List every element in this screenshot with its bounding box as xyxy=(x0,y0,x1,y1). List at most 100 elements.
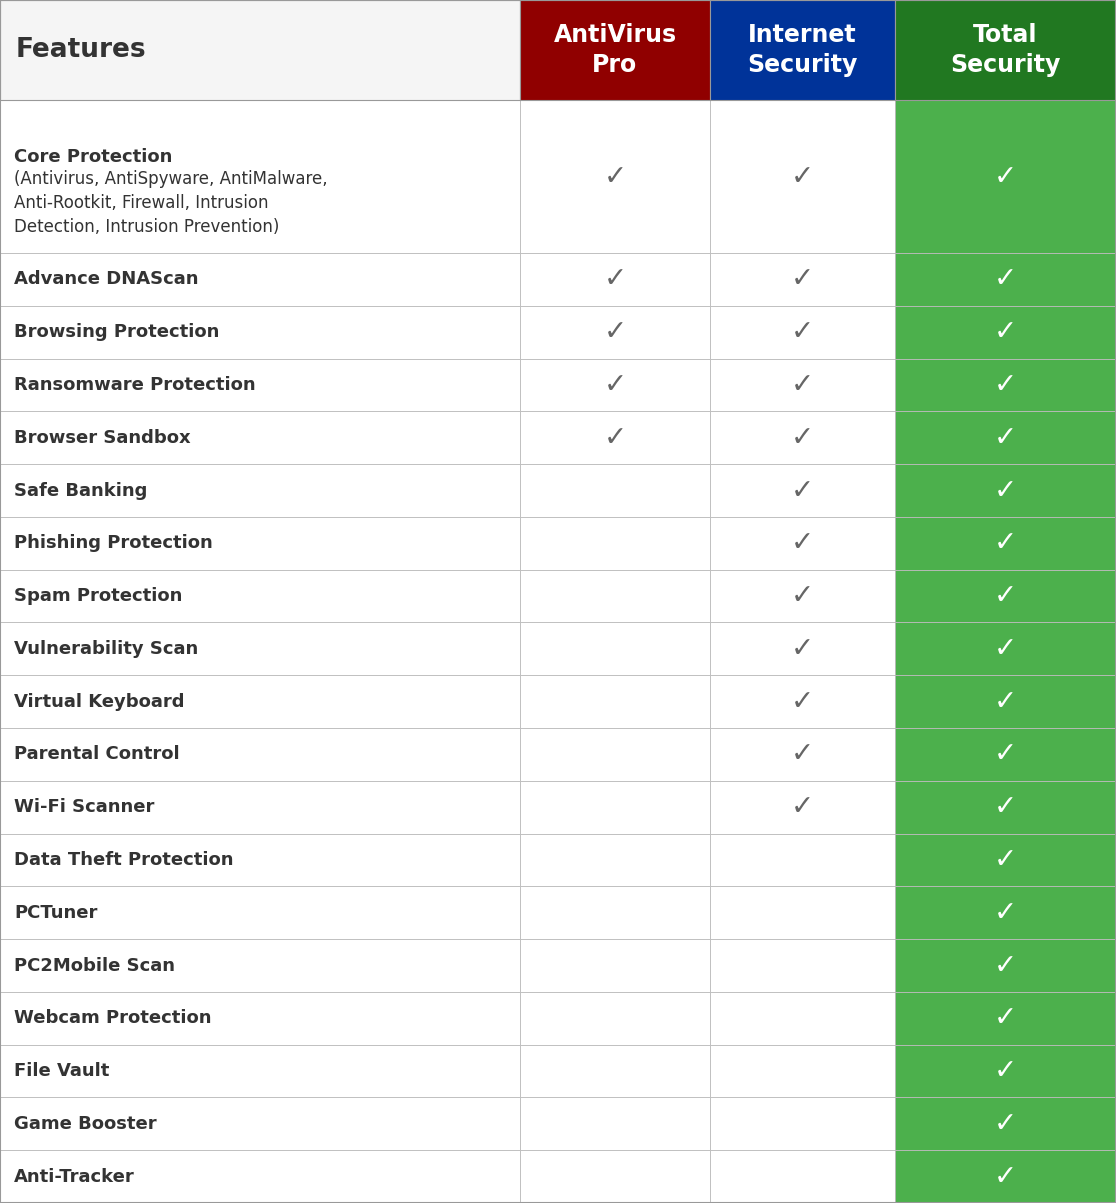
Bar xyxy=(520,411,710,464)
Bar xyxy=(895,992,1116,1044)
Text: Browsing Protection: Browsing Protection xyxy=(15,324,220,342)
Bar xyxy=(895,940,1116,992)
Bar xyxy=(520,517,710,570)
Bar xyxy=(895,517,1116,570)
Bar xyxy=(895,358,1116,411)
Bar xyxy=(520,728,710,781)
Text: Browser Sandbox: Browser Sandbox xyxy=(15,428,191,446)
Bar xyxy=(520,1044,710,1097)
Text: Vulnerability Scan: Vulnerability Scan xyxy=(15,640,199,658)
Text: ✓: ✓ xyxy=(791,740,815,769)
Bar xyxy=(520,887,710,940)
Text: ✓: ✓ xyxy=(791,162,815,190)
Bar xyxy=(710,992,895,1044)
Text: ✓: ✓ xyxy=(994,1110,1017,1138)
Bar xyxy=(520,1150,710,1203)
Bar xyxy=(710,411,895,464)
Text: Webcam Protection: Webcam Protection xyxy=(15,1009,212,1027)
Text: ✓: ✓ xyxy=(791,476,815,504)
Bar xyxy=(0,253,520,306)
Text: ✓: ✓ xyxy=(994,1162,1017,1191)
Text: Features: Features xyxy=(16,37,146,63)
Bar xyxy=(895,1150,1116,1203)
Text: Anti-Tracker: Anti-Tracker xyxy=(15,1168,135,1186)
Bar xyxy=(710,570,895,622)
Text: Total
Security: Total Security xyxy=(951,23,1060,77)
Text: Safe Banking: Safe Banking xyxy=(15,481,147,499)
Bar xyxy=(0,1150,520,1203)
Text: Game Booster: Game Booster xyxy=(15,1115,156,1133)
Bar xyxy=(0,1097,520,1150)
Bar xyxy=(710,306,895,358)
Text: ✓: ✓ xyxy=(791,266,815,294)
Bar xyxy=(895,464,1116,517)
Bar xyxy=(895,1097,1116,1150)
Bar xyxy=(0,728,520,781)
Text: ✓: ✓ xyxy=(994,162,1017,190)
Bar xyxy=(0,834,520,887)
Text: ✓: ✓ xyxy=(791,318,815,346)
Bar xyxy=(895,0,1116,100)
Bar xyxy=(895,887,1116,940)
Text: Wi-Fi Scanner: Wi-Fi Scanner xyxy=(15,798,154,816)
Bar xyxy=(710,781,895,834)
Bar xyxy=(520,1097,710,1150)
Text: ✓: ✓ xyxy=(791,529,815,557)
Text: File Vault: File Vault xyxy=(15,1062,109,1080)
Bar xyxy=(895,306,1116,358)
Text: Virtual Keyboard: Virtual Keyboard xyxy=(15,693,184,711)
Text: ✓: ✓ xyxy=(994,423,1017,451)
Text: Parental Control: Parental Control xyxy=(15,746,180,764)
Text: ✓: ✓ xyxy=(994,899,1017,926)
Text: ✓: ✓ xyxy=(604,423,626,451)
Text: ✓: ✓ xyxy=(994,952,1017,979)
Bar xyxy=(895,728,1116,781)
Text: ✓: ✓ xyxy=(994,793,1017,822)
Bar xyxy=(895,675,1116,728)
Text: AntiVirus
Pro: AntiVirus Pro xyxy=(554,23,676,77)
Bar xyxy=(895,622,1116,675)
Bar xyxy=(0,570,520,622)
Bar xyxy=(710,464,895,517)
Text: ✓: ✓ xyxy=(791,423,815,451)
Bar xyxy=(520,675,710,728)
Bar xyxy=(520,992,710,1044)
Text: (Antivirus, AntiSpyware, AntiMalware,
Anti-Rootkit, Firewall, Intrusion
Detectio: (Antivirus, AntiSpyware, AntiMalware, An… xyxy=(15,171,328,236)
Bar xyxy=(710,940,895,992)
Text: Core Protection: Core Protection xyxy=(15,148,172,166)
Text: ✓: ✓ xyxy=(994,266,1017,294)
Bar xyxy=(0,1044,520,1097)
Bar xyxy=(520,253,710,306)
Bar xyxy=(710,0,895,100)
Bar xyxy=(0,358,520,411)
Bar xyxy=(710,1150,895,1203)
Bar xyxy=(895,411,1116,464)
Bar xyxy=(0,517,520,570)
Text: ✓: ✓ xyxy=(994,582,1017,610)
Text: ✓: ✓ xyxy=(994,371,1017,399)
Text: ✓: ✓ xyxy=(604,318,626,346)
Text: ✓: ✓ xyxy=(994,1005,1017,1032)
Bar xyxy=(520,100,710,253)
Bar xyxy=(0,0,520,100)
Bar xyxy=(0,100,520,253)
Text: ✓: ✓ xyxy=(604,266,626,294)
Bar xyxy=(0,464,520,517)
Text: ✓: ✓ xyxy=(604,162,626,190)
Bar xyxy=(520,0,710,100)
Bar xyxy=(710,1097,895,1150)
Text: Advance DNAScan: Advance DNAScan xyxy=(15,271,199,289)
Bar xyxy=(895,100,1116,253)
Text: ✓: ✓ xyxy=(994,476,1017,504)
Bar xyxy=(0,940,520,992)
Text: ✓: ✓ xyxy=(791,688,815,716)
Bar xyxy=(710,728,895,781)
Bar xyxy=(520,834,710,887)
Text: Internet
Security: Internet Security xyxy=(748,23,858,77)
Bar xyxy=(895,253,1116,306)
Bar xyxy=(0,411,520,464)
Bar xyxy=(0,992,520,1044)
Bar xyxy=(520,306,710,358)
Text: ✓: ✓ xyxy=(994,529,1017,557)
Bar xyxy=(710,622,895,675)
